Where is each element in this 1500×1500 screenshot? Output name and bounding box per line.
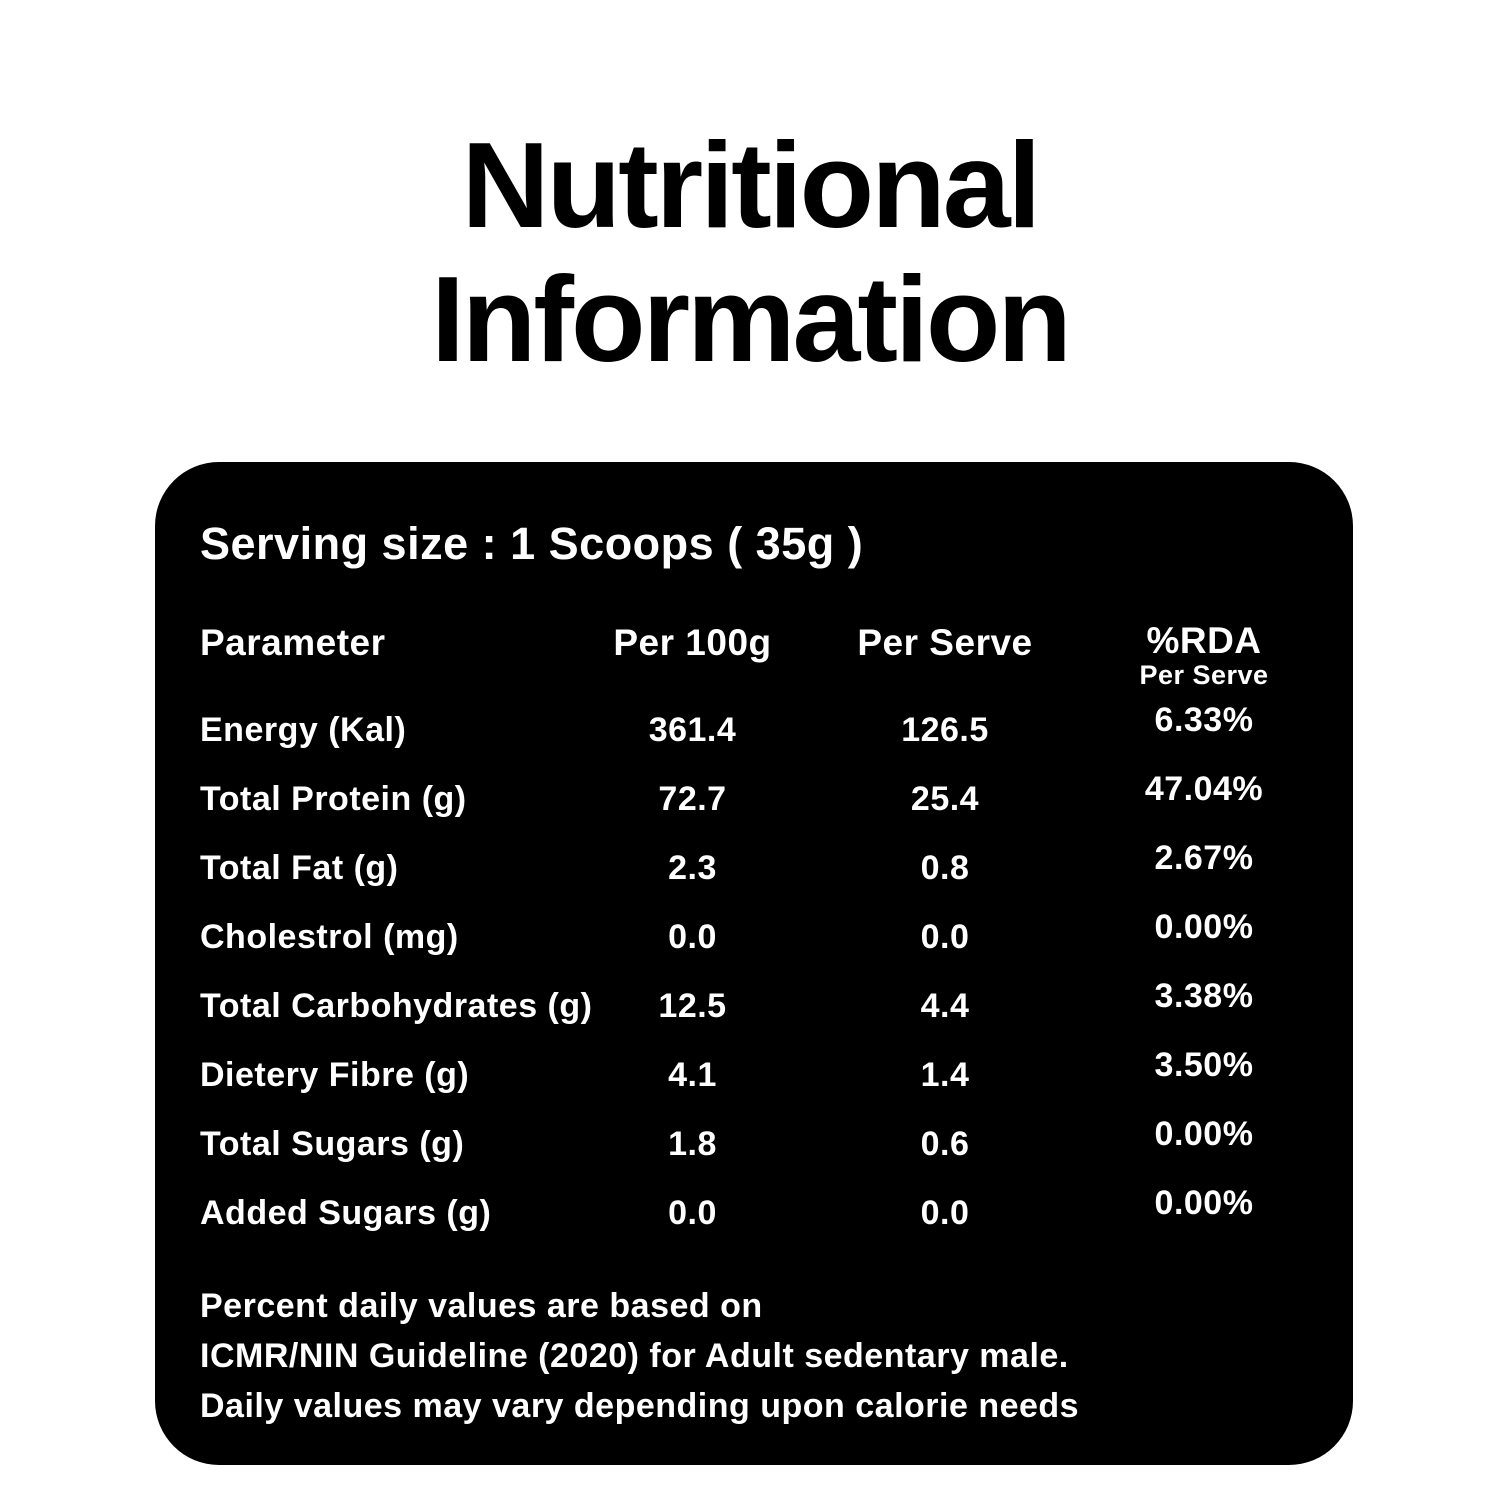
nutrition-facts-card: Serving size : 1 Scoops ( 35g ) Paramete…: [155, 462, 1353, 1465]
footnote-line-1: Percent daily values are based on: [200, 1287, 763, 1325]
row-rda: 47.04%: [1144, 770, 1264, 808]
page-title-line2: Information: [431, 251, 1072, 388]
row-parameter: Total Protein (g): [200, 780, 467, 818]
nutrition-table: Parameter Per 100g Per Serve %RDA Per Se…: [200, 620, 1323, 1248]
header-rda: %RDA Per Serve: [1085, 620, 1323, 690]
row-per-serve: 0.0: [920, 1194, 970, 1232]
header-parameter: Parameter: [200, 622, 386, 663]
footnote-line-3: Daily values may vary depending upon cal…: [200, 1386, 1080, 1425]
row-rda: 3.38%: [1154, 977, 1254, 1015]
header-rda-sub: Per Serve: [1139, 659, 1269, 690]
table-row: Energy (Kal) 361.4 126.5 6.33%: [200, 696, 1323, 765]
serving-size-value: 1 Scoops ( 35g ): [510, 518, 864, 569]
row-parameter: Dietery Fibre (g): [200, 1056, 470, 1094]
table-row: Total Sugars (g) 1.8 0.6 0.00%: [200, 1110, 1323, 1179]
row-parameter: Energy (Kal): [200, 711, 407, 749]
table-row: Total Fat (g) 2.3 0.8 2.67%: [200, 834, 1323, 903]
table-row: Total Carbohydrates (g) 12.5 4.4 3.38%: [200, 972, 1323, 1041]
row-per-100g: 72.7: [658, 780, 727, 818]
row-rda: 6.33%: [1154, 701, 1254, 739]
page-title: Nutritional Information: [0, 117, 1500, 388]
table-row: Dietery Fibre (g) 4.1 1.4 3.50%: [200, 1041, 1323, 1110]
table-header-row: Parameter Per 100g Per Serve %RDA Per Se…: [200, 620, 1323, 696]
table-row: Cholestrol (mg) 0.0 0.0 0.00%: [200, 903, 1323, 972]
row-per-serve: 0.6: [920, 1125, 970, 1163]
row-per-serve: 0.0: [920, 918, 970, 956]
table-row: Added Sugars (g) 0.0 0.0 0.00%: [200, 1179, 1323, 1248]
row-per-100g: 1.8: [668, 1125, 717, 1163]
row-parameter: Total Sugars (g): [200, 1125, 465, 1163]
row-rda: 3.50%: [1154, 1046, 1254, 1084]
row-per-100g: 12.5: [658, 987, 727, 1025]
row-per-100g: 0.0: [668, 1194, 717, 1232]
row-per-100g: 4.1: [668, 1056, 717, 1094]
row-parameter: Cholestrol (mg): [200, 918, 459, 956]
row-rda: 0.00%: [1154, 908, 1254, 946]
footnote-line-2: ICMR/NIN Guideline (2020) for Adult sede…: [200, 1336, 1069, 1375]
header-per-100g: Per 100g: [613, 622, 772, 663]
row-rda: 2.67%: [1154, 839, 1254, 877]
footnote: Percent daily values are based on ICMR/N…: [200, 1282, 1313, 1432]
row-per-serve: 25.4: [910, 780, 980, 818]
row-per-serve: 1.4: [920, 1056, 970, 1094]
serving-size-label: Serving size :: [200, 518, 498, 569]
row-per-serve: 126.5: [901, 711, 989, 749]
row-per-100g: 361.4: [648, 711, 737, 749]
header-per-serve: Per Serve: [857, 622, 1033, 663]
row-per-100g: 0.0: [668, 918, 717, 956]
row-rda: 0.00%: [1154, 1115, 1254, 1153]
row-parameter: Total Carbohydrates (g): [200, 987, 593, 1025]
row-per-100g: 2.3: [668, 849, 717, 887]
row-per-serve: 0.8: [920, 849, 970, 887]
serving-size-line: Serving size : 1 Scoops ( 35g ): [200, 518, 863, 570]
nutrition-rows: Energy (Kal) 361.4 126.5 6.33% Total Pro…: [200, 696, 1323, 1248]
page-title-line1: Nutritional: [461, 117, 1042, 253]
row-rda: 0.00%: [1154, 1184, 1254, 1222]
row-parameter: Total Fat (g): [200, 849, 399, 887]
table-row: Total Protein (g) 72.7 25.4 47.04%: [200, 765, 1323, 834]
row-per-serve: 4.4: [920, 987, 970, 1025]
row-parameter: Added Sugars (g): [200, 1194, 492, 1232]
header-rda-main: %RDA: [1146, 620, 1262, 661]
